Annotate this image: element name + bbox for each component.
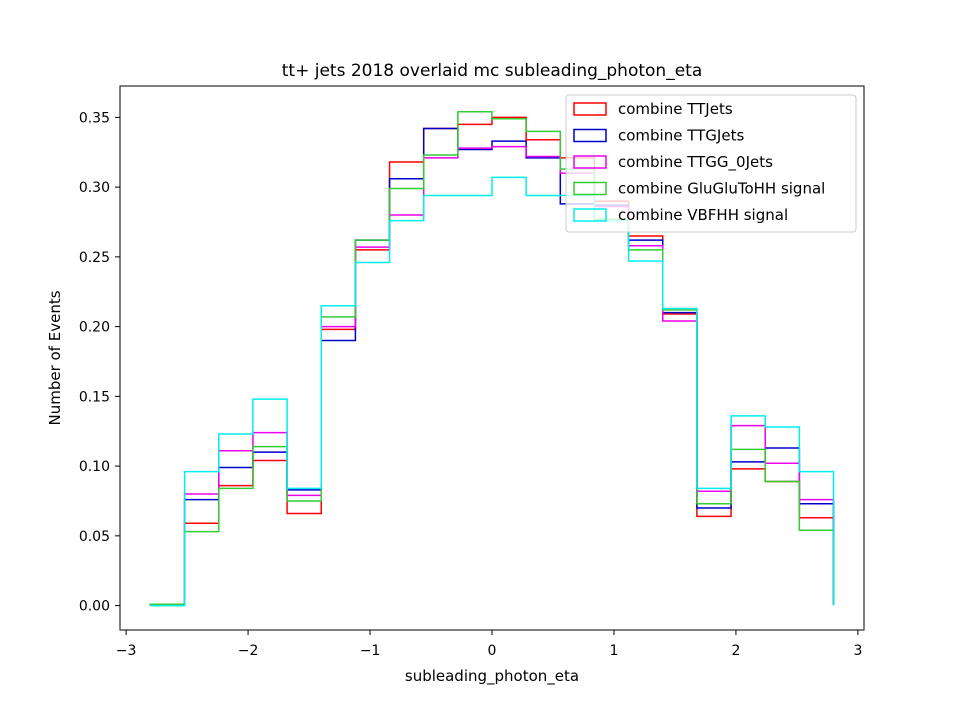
- x-axis-ticks: −3 −2 −1 0 1 2 3: [116, 630, 862, 659]
- x-tick-label: 3: [853, 643, 862, 659]
- y-tick-label: 0.10: [79, 459, 110, 475]
- legend: combine TTJets combine TTGJets combine TTG…: [565, 94, 857, 233]
- legend-label: combine VBFHH signal: [618, 206, 788, 224]
- legend-swatch: [573, 155, 607, 169]
- y-tick-label: 0.35: [79, 110, 110, 126]
- x-tick-label: 2: [731, 643, 740, 659]
- chart-title: tt+ jets 2018 overlaid mc subleading_pho…: [282, 61, 702, 81]
- series-4-outline: [150, 176, 835, 607]
- legend-label: combine TTGJets: [618, 127, 744, 145]
- x-tick-label: −2: [238, 643, 259, 659]
- x-axis-title: subleading_photon_eta: [405, 667, 579, 686]
- legend-swatch: [573, 102, 607, 116]
- legend-box: [565, 94, 857, 233]
- legend-label: combine GluGluToHH signal: [618, 180, 825, 198]
- y-tick-label: 0.25: [79, 250, 110, 266]
- legend-label: combine TTGG_0Jets: [618, 153, 773, 172]
- y-tick-label: 0.05: [79, 529, 110, 545]
- x-tick-label: −3: [116, 643, 137, 659]
- legend-label: combine TTJets: [618, 100, 733, 118]
- y-tick-label: 0.15: [79, 389, 110, 405]
- y-tick-label: 0.20: [79, 320, 110, 336]
- series-layer: [149, 111, 835, 607]
- legend-swatch: [573, 128, 607, 143]
- legend-swatch: [573, 181, 607, 196]
- y-axis-title: Number of Events: [46, 290, 64, 425]
- y-tick-label: 0.30: [79, 180, 110, 196]
- series-3-outline: [149, 111, 835, 606]
- x-tick-label: 1: [610, 643, 619, 659]
- x-tick-label: 0: [488, 643, 497, 659]
- x-tick-label: −1: [360, 643, 381, 659]
- legend-swatch: [573, 208, 607, 222]
- y-tick-label: 0.00: [79, 599, 110, 615]
- y-axis-ticks: 0.00 0.05 0.10 0.15 0.20 0.25 0.30 0.35: [79, 110, 120, 615]
